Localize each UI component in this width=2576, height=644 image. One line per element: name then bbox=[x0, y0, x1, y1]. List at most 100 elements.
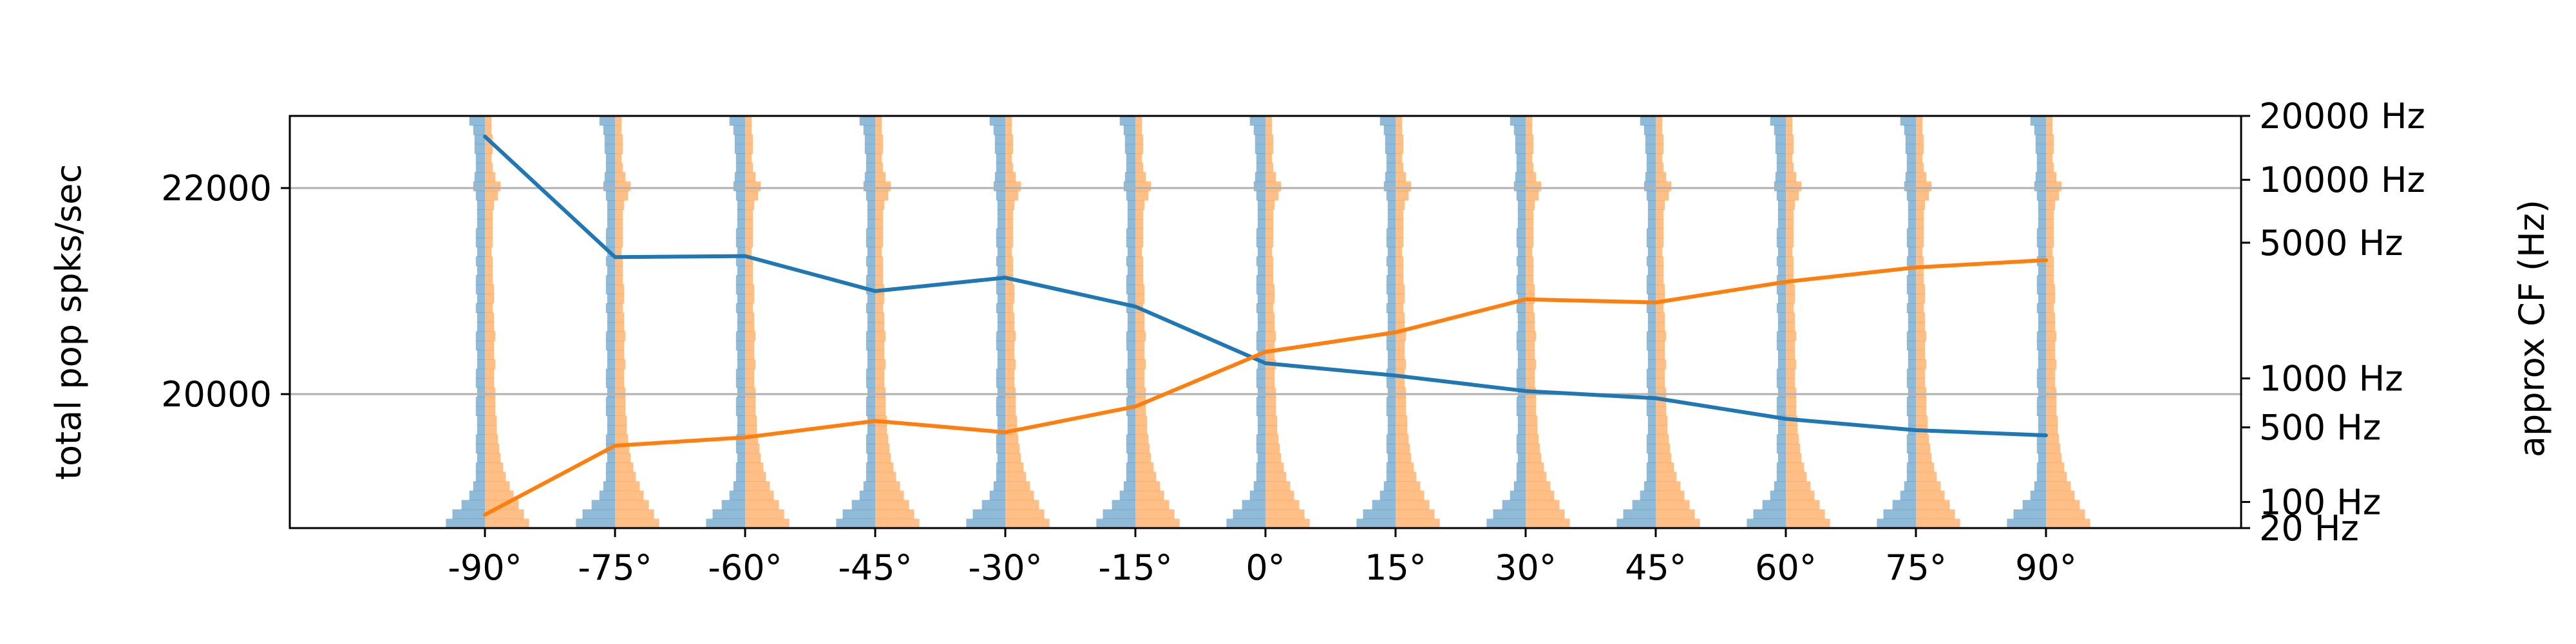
distribution-bin-right bbox=[1786, 322, 1795, 332]
distribution-bin-right bbox=[1396, 181, 1412, 191]
distribution-bin-left bbox=[473, 125, 485, 135]
y2-tick-label: 20 Hz bbox=[2259, 508, 2359, 549]
distribution-bin-right bbox=[1396, 444, 1410, 454]
distribution-bin-left bbox=[1774, 181, 1786, 191]
distribution-bin-right bbox=[1135, 341, 1145, 351]
distribution-bin-left bbox=[607, 350, 615, 360]
distribution-bin-left bbox=[996, 331, 1005, 341]
distribution-bin-right bbox=[1135, 462, 1154, 473]
distribution-bin-left bbox=[2038, 312, 2046, 323]
distribution-bin-left bbox=[2038, 200, 2046, 210]
distribution-bin-right bbox=[485, 425, 497, 435]
distribution-bin-left bbox=[997, 359, 1005, 370]
distribution-bin-left bbox=[997, 200, 1005, 210]
distribution-bin-left bbox=[864, 172, 875, 182]
distribution-bin-right bbox=[1526, 359, 1537, 370]
distribution-bin-left bbox=[1906, 228, 1916, 238]
distribution-bin-right bbox=[745, 219, 753, 229]
distribution-bin-right bbox=[1916, 350, 1926, 360]
distribution-bin-right bbox=[745, 162, 753, 173]
distribution-bin-left bbox=[475, 341, 485, 351]
distribution-bin-left bbox=[1379, 116, 1396, 126]
distribution-bin-right bbox=[1656, 284, 1665, 294]
distribution-bin-left bbox=[1386, 228, 1396, 238]
distribution-bin-left bbox=[2036, 341, 2046, 351]
x-tick-label: 90° bbox=[2015, 547, 2077, 588]
distribution-bin-left bbox=[867, 265, 875, 276]
distribution-bin-left bbox=[1257, 219, 1265, 229]
distribution-bin-left bbox=[1776, 471, 1786, 482]
distribution-bin-left bbox=[996, 471, 1005, 482]
distribution-bin-left bbox=[866, 397, 875, 407]
distribution-bin-right bbox=[1265, 471, 1287, 482]
distribution-bin-left bbox=[604, 135, 615, 145]
distribution-bin-left bbox=[1126, 191, 1135, 201]
distribution-bin-left bbox=[475, 378, 485, 388]
distribution-bin-right bbox=[2046, 256, 2054, 267]
distribution-bin-left bbox=[735, 162, 745, 173]
distribution-bin-left bbox=[1516, 275, 1526, 285]
distribution-bin-left bbox=[735, 153, 745, 164]
y2-tick-label: 1000 Hz bbox=[2259, 359, 2403, 399]
distribution-bin-right bbox=[1656, 116, 1663, 126]
distribution-bin-left bbox=[1096, 518, 1135, 529]
distribution-bin-left bbox=[1119, 116, 1135, 126]
distribution-bin-right bbox=[615, 331, 626, 341]
distribution-bin-right bbox=[1135, 191, 1149, 201]
distribution-bin-left bbox=[1777, 312, 1786, 323]
distribution-bin-right bbox=[485, 116, 492, 126]
distribution-bin-right bbox=[1786, 284, 1795, 294]
distribution-bin-left bbox=[866, 368, 875, 379]
distribution-bin-left bbox=[1249, 490, 1265, 500]
distribution-bin-right bbox=[1526, 490, 1555, 500]
distribution-bin-left bbox=[735, 406, 745, 416]
series-line-1 bbox=[483, 135, 2048, 437]
distribution-bin-left bbox=[1126, 275, 1135, 285]
distribution-bin-right bbox=[1135, 368, 1145, 379]
distribution-bin-right bbox=[1265, 135, 1274, 145]
distribution-bin-right bbox=[1916, 481, 1941, 491]
distribution-bin-right bbox=[1526, 462, 1544, 473]
distribution-bin-left bbox=[1516, 331, 1526, 341]
distribution-bin-left bbox=[1906, 331, 1916, 341]
distribution-bin-left bbox=[1126, 284, 1135, 294]
distribution-bin-right bbox=[1396, 359, 1406, 370]
distribution-bin-right bbox=[485, 209, 493, 220]
distribution-bin-right bbox=[1265, 331, 1276, 341]
distribution-bin-right bbox=[2046, 350, 2056, 360]
distribution-bin-right bbox=[1786, 209, 1794, 220]
distribution-bin-left bbox=[1777, 350, 1786, 360]
distribution-bin-right bbox=[1916, 284, 1926, 294]
distribution-bin-left bbox=[1386, 303, 1396, 313]
distribution-bin-left bbox=[1515, 135, 1526, 145]
distribution-bin-left bbox=[1646, 284, 1656, 294]
distribution-bin-left bbox=[469, 490, 485, 500]
distribution-bin-left bbox=[1646, 228, 1656, 238]
distribution-bin-left bbox=[1905, 144, 1916, 154]
distribution-bin-right bbox=[1265, 322, 1275, 332]
distribution-bin-right bbox=[1396, 331, 1406, 341]
distribution-bin-right bbox=[2046, 162, 2054, 173]
distribution-bin-left bbox=[867, 209, 875, 220]
distribution-bin-right bbox=[875, 425, 887, 435]
distribution-bin-left bbox=[866, 406, 875, 416]
distribution-bin-right bbox=[1916, 462, 1935, 473]
distribution-bin-right bbox=[1265, 368, 1275, 379]
distribution-bin-left bbox=[1127, 350, 1135, 360]
distribution-bin-right bbox=[1265, 172, 1276, 182]
distribution-bin-right bbox=[1135, 387, 1146, 397]
distribution-bin-left bbox=[866, 162, 875, 173]
distribution-bin-left bbox=[1127, 209, 1135, 220]
distribution-bin-left bbox=[1777, 359, 1786, 370]
distribution-bin-left bbox=[1777, 209, 1786, 220]
distribution-bin-left bbox=[737, 200, 745, 210]
distribution-bin-left bbox=[734, 135, 745, 145]
distribution-bin-left bbox=[1379, 490, 1396, 500]
distribution-bin-left bbox=[1516, 228, 1526, 238]
distribution-bin-right bbox=[1526, 518, 1570, 529]
distribution-bin-left bbox=[867, 322, 875, 332]
distribution-bin-right bbox=[1526, 341, 1535, 351]
distribution-bin-left bbox=[2013, 509, 2046, 519]
distribution-15° bbox=[1356, 116, 1440, 529]
distribution-bin-left bbox=[997, 265, 1005, 276]
